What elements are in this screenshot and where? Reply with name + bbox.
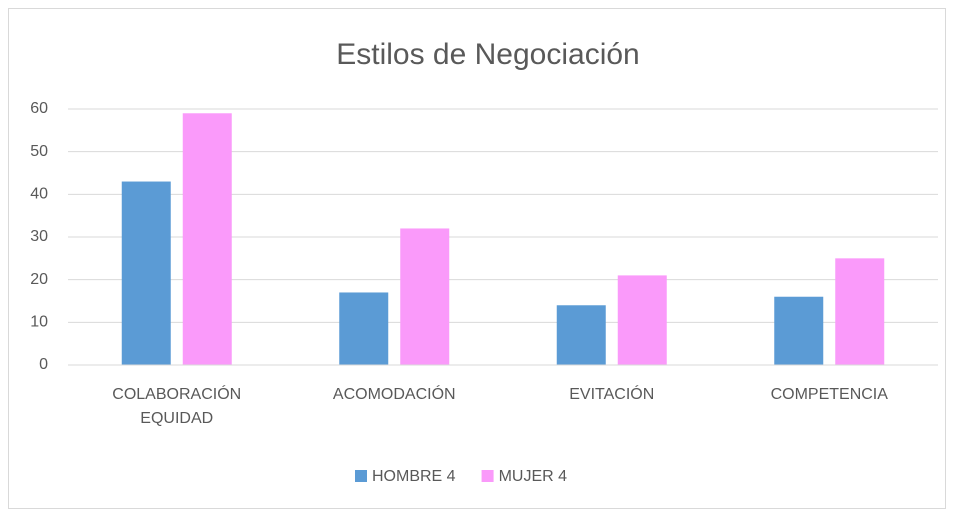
bar xyxy=(556,305,606,365)
bar xyxy=(182,113,232,366)
y-tick-label: 10 xyxy=(30,314,48,331)
x-tick-label: COLABORACIÓN EQUIDAD xyxy=(112,386,242,427)
y-tick-label: 20 xyxy=(30,271,48,288)
legend-label: MUJER 4 xyxy=(499,468,568,485)
y-tick-label: 50 xyxy=(30,143,48,160)
legend-swatch xyxy=(355,470,367,482)
bar xyxy=(774,296,824,365)
y-tick-label: 30 xyxy=(30,228,48,245)
y-tick-label: 0 xyxy=(39,356,48,373)
bar xyxy=(617,275,667,365)
x-tick-label: ACOMODACIÓN xyxy=(332,386,456,403)
y-tick-label: 60 xyxy=(30,100,48,117)
y-tick-label: 40 xyxy=(30,186,48,203)
x-tick-label: EVITACIÓN xyxy=(569,386,655,403)
chart-title: Estilos de Negociación xyxy=(336,38,640,71)
bar xyxy=(339,292,389,365)
x-tick-label: COMPETENCIA xyxy=(770,386,888,403)
bar xyxy=(835,258,885,365)
legend-label: HOMBRE 4 xyxy=(372,468,456,485)
legend-swatch xyxy=(481,470,494,482)
bar xyxy=(121,181,171,365)
bar xyxy=(400,228,450,365)
